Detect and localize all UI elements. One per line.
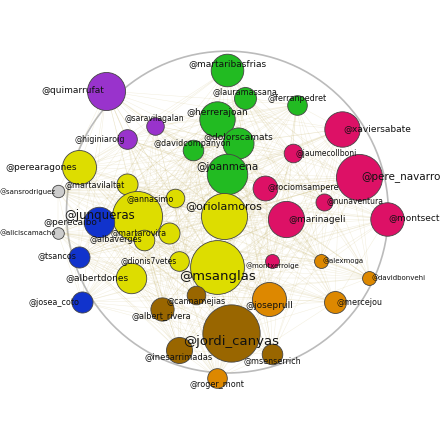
Point (366, 274, 373, 281)
Text: @junqueras: @junqueras (65, 209, 135, 222)
Point (193, 292, 200, 299)
Text: @aliciscamacho: @aliciscamacho (0, 230, 56, 236)
Point (234, 139, 241, 146)
Text: @annasimo: @annasimo (126, 194, 173, 203)
Text: @herrerajoan: @herrerajoan (186, 108, 248, 117)
Text: @marinageli: @marinageli (288, 215, 346, 223)
Text: @nunaventura: @nunaventura (326, 197, 383, 206)
Point (224, 170, 231, 177)
Text: @inesarrimadas: @inesarrimadas (145, 353, 213, 361)
Point (283, 215, 290, 223)
Point (151, 122, 158, 129)
Text: @tsancos: @tsancos (38, 253, 76, 261)
Point (290, 150, 297, 157)
Point (213, 374, 221, 381)
Point (175, 257, 183, 264)
Text: @josea_coto: @josea_coto (29, 297, 80, 307)
Point (338, 126, 345, 133)
Point (321, 198, 328, 205)
Text: @saravilagalan: @saravilagalan (125, 114, 185, 124)
Point (221, 212, 228, 219)
Point (317, 257, 324, 264)
Point (123, 136, 130, 143)
Text: @pere_navarro: @pere_navarro (361, 172, 440, 183)
Text: @albert_rivera: @albert_rivera (132, 311, 191, 320)
Point (75, 254, 82, 261)
Point (75, 163, 82, 170)
Point (383, 215, 390, 223)
Point (293, 101, 300, 108)
Text: @dolorscamats: @dolorscamats (203, 132, 273, 141)
Text: @oriolamoros: @oriolamoros (186, 201, 263, 212)
Text: @rociomsampere: @rociomsampere (267, 184, 339, 192)
Text: @msanglas: @msanglas (179, 269, 255, 283)
Point (123, 181, 130, 188)
Point (158, 305, 165, 312)
Point (262, 184, 269, 191)
Text: @sansrodriguez: @sansrodriguez (0, 188, 56, 195)
Point (54, 188, 61, 195)
Text: @quimarrufat: @quimarrufat (42, 86, 104, 95)
Text: @msenserrich: @msenserrich (244, 356, 301, 365)
Text: @montxerroige: @montxerroige (245, 263, 299, 269)
Point (269, 257, 276, 264)
Point (224, 67, 231, 74)
Point (134, 212, 141, 219)
Text: @alexmoga: @alexmoga (323, 257, 364, 264)
Point (96, 219, 103, 226)
Point (189, 146, 196, 153)
Text: @albertdones: @albertdones (65, 273, 129, 283)
Text: @jaumecollboni: @jaumecollboni (295, 149, 357, 158)
Text: @joseprull: @joseprull (245, 300, 293, 310)
Text: @ferranpedret: @ferranpedret (267, 94, 326, 103)
Text: @cannamejias: @cannamejias (167, 297, 226, 306)
Text: @mercejou: @mercejou (337, 297, 383, 307)
Text: @martarovira: @martarovira (110, 228, 167, 237)
Point (54, 230, 61, 237)
Point (355, 174, 362, 181)
Point (175, 347, 183, 354)
Text: @perearagones: @perearagones (5, 162, 76, 172)
Text: @montsect: @montsect (389, 215, 440, 223)
Point (172, 195, 179, 202)
Point (127, 274, 134, 281)
Text: @higiniaroig: @higiniaroig (74, 135, 125, 144)
Point (331, 299, 338, 306)
Text: @xaviersabate: @xaviersabate (344, 124, 412, 134)
Point (241, 94, 248, 101)
Text: @martavilaltat: @martavilaltat (65, 180, 125, 189)
Text: @roger_mont: @roger_mont (190, 380, 244, 389)
Text: @davidcompanyon: @davidcompanyon (154, 139, 232, 148)
Text: @albaverges: @albaverges (90, 235, 142, 244)
Point (165, 230, 172, 237)
Point (213, 115, 221, 122)
Text: @martaribasfrias: @martaribasfrias (188, 59, 267, 68)
Text: @joanmena: @joanmena (196, 162, 259, 172)
Point (213, 264, 221, 271)
Text: @perecaibo: @perecaibo (43, 218, 97, 227)
Point (265, 295, 272, 302)
Text: @davidbonvehi: @davidbonvehi (371, 275, 426, 281)
Point (103, 88, 110, 95)
Point (227, 330, 234, 337)
Text: @lauramassana: @lauramassana (212, 87, 277, 96)
Text: @jordi_canyas: @jordi_canyas (183, 335, 279, 348)
Point (141, 236, 148, 243)
Text: @dionis7vetes: @dionis7vetes (121, 256, 177, 265)
Point (79, 299, 86, 306)
Point (269, 350, 276, 357)
